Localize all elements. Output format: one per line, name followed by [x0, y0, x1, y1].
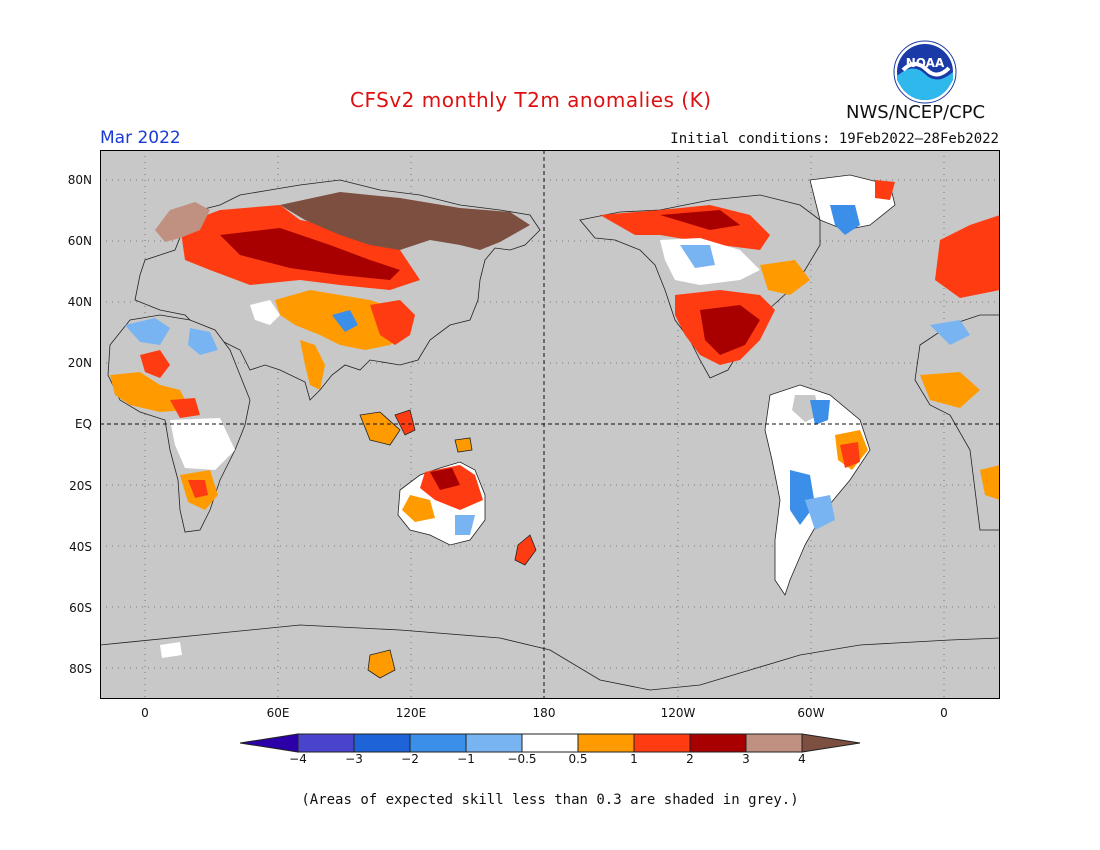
color-bar-segment — [633, 733, 691, 753]
color-bar-tick: 3 — [742, 752, 750, 766]
color-bar-tick: −3 — [345, 752, 363, 766]
color-bar-tick: 2 — [686, 752, 694, 766]
color-bar-tick: −2 — [401, 752, 419, 766]
initial-conditions: Initial conditions: 19Feb2022–28Feb2022 — [670, 131, 999, 147]
lat-label: 80N — [67, 173, 92, 187]
color-bar-tick: 0.5 — [568, 752, 588, 766]
eurasia — [134, 179, 541, 401]
color-bar-segment — [577, 733, 635, 753]
color-bar-tick: 1 — [630, 752, 638, 766]
color-bar-segment — [353, 733, 411, 753]
lon-label: 60W — [797, 706, 825, 720]
svg-text:NOAA: NOAA — [906, 56, 945, 70]
lon-label: 120W — [660, 706, 696, 720]
color-bar-tick: −1 — [457, 752, 475, 766]
lon-label: 0 — [940, 706, 948, 720]
skill-footnote: (Areas of expected skill less than 0.3 a… — [301, 792, 799, 808]
color-bar-segment — [297, 733, 355, 753]
lon-label: 180 — [532, 706, 556, 720]
valid-month: Mar 2022 — [100, 128, 181, 148]
agency-label: NWS/NCEP/CPC — [846, 102, 986, 123]
color-bar-segment — [745, 733, 803, 753]
lat-label: 40N — [67, 295, 92, 309]
color-bar-segment — [409, 733, 467, 753]
lon-label: 0 — [141, 706, 149, 720]
maritime-continent — [359, 409, 537, 566]
lat-label: 80S — [69, 662, 92, 676]
noaa-logo: NOAA — [893, 40, 957, 104]
color-bar — [240, 733, 861, 753]
color-bar-segment — [521, 733, 579, 753]
africa-repeat — [914, 215, 1000, 531]
lat-label: 40S — [69, 540, 92, 554]
color-bar-arrow-low — [240, 733, 299, 753]
lat-label: 60N — [67, 234, 92, 248]
color-bar-arrow-high — [801, 733, 861, 753]
color-bar-tick: −0.5 — [507, 752, 537, 766]
lat-label: 20N — [67, 356, 92, 370]
lat-label: 60S — [69, 601, 92, 615]
antarctica — [100, 624, 1000, 691]
north-america — [579, 174, 896, 379]
lon-label: 120E — [395, 706, 427, 720]
australia — [397, 461, 486, 546]
color-bar-tick: −4 — [289, 752, 307, 766]
color-bar-segment — [689, 733, 747, 753]
color-bar-tick: 4 — [798, 752, 806, 766]
lat-label: EQ — [74, 417, 92, 431]
south-america — [764, 384, 871, 596]
lat-label: 20S — [69, 479, 92, 493]
map-title: CFSv2 monthly T2m anomalies (K) — [350, 88, 712, 112]
lon-label: 60E — [266, 706, 290, 720]
anomaly-map — [100, 150, 1000, 699]
color-bar-segment — [465, 733, 523, 753]
